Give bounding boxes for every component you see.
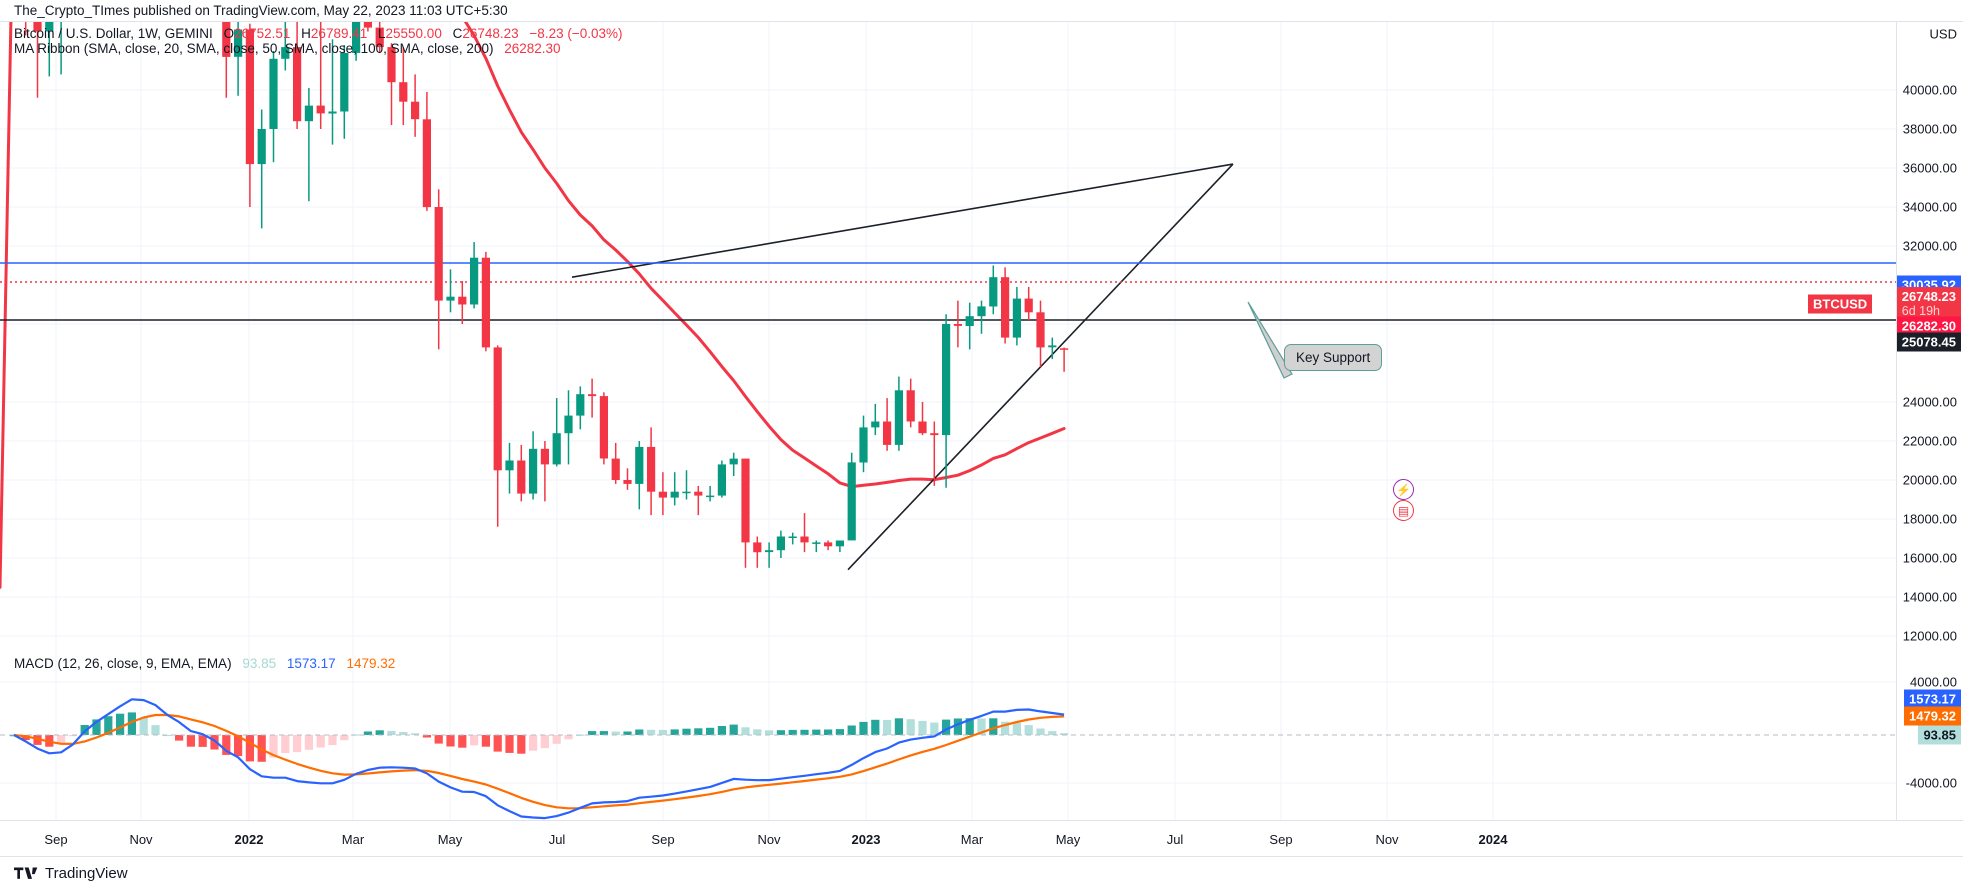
- key-support-callout[interactable]: Key Support: [1284, 344, 1383, 371]
- price-tick: 38000.00: [1902, 121, 1957, 137]
- ma-level-tag-value: 26282.30: [1901, 318, 1956, 334]
- macd-value-tag[interactable]: 1573.17: [1904, 689, 1961, 709]
- price-tick: 32000.00: [1902, 238, 1957, 254]
- publisher-text: The_Crypto_TImes published on TradingVie…: [14, 3, 508, 18]
- price-tick: 36000.00: [1902, 160, 1957, 176]
- time-tick-label: Mar: [960, 832, 984, 847]
- price-scale[interactable]: USD 40000.00 38000.00 36000.00 34000.00 3200…: [1896, 22, 1963, 820]
- macd-chart-canvas[interactable]: [0, 652, 1896, 820]
- time-tick-label: Nov: [1375, 832, 1399, 847]
- macd-value-tag[interactable]: 93.85: [1918, 725, 1961, 745]
- macd-value-tag[interactable]: 1479.32: [1904, 706, 1961, 726]
- time-tick-label: 2024: [1478, 832, 1508, 847]
- price-tick: 40000.00: [1902, 82, 1957, 98]
- tradingview-logo-text: TradingView: [45, 865, 128, 882]
- publisher-bar: The_Crypto_TImes published on TradingVie…: [0, 0, 1963, 22]
- macd-tick: -4000.00: [1905, 775, 1957, 791]
- price-tick: 18000.00: [1902, 511, 1957, 527]
- price-tick: 14000.00: [1902, 589, 1957, 605]
- price-tick: 34000.00: [1902, 199, 1957, 215]
- last-price-tag-value: 26748.23: [1901, 289, 1956, 304]
- time-tick-label: Mar: [341, 832, 365, 847]
- black-level-tag-value: 25078.45: [1901, 334, 1956, 350]
- time-tick-label: Nov: [129, 832, 153, 847]
- price-chart-pane[interactable]: [0, 22, 1896, 652]
- currency-label: USD: [1929, 26, 1957, 42]
- time-tick-label: Sep: [651, 832, 675, 847]
- last-price-tag[interactable]: 26748.23 6d 19h: [1896, 287, 1961, 321]
- time-tick-label: 2023: [851, 832, 881, 847]
- last-price-tag-countdown: 6d 19h: [1901, 304, 1940, 318]
- time-tick-label: May: [1055, 832, 1081, 847]
- time-tick-label: Sep: [44, 832, 68, 847]
- time-tick-label: Nov: [757, 832, 781, 847]
- price-tick: 12000.00: [1902, 628, 1957, 644]
- earnings-event-icon[interactable]: ⚡: [1393, 479, 1414, 500]
- key-support-label: Key Support: [1296, 350, 1371, 365]
- price-tick: 24000.00: [1902, 394, 1957, 410]
- tradingview-logo[interactable]: TradingView: [14, 865, 128, 882]
- price-chart-canvas[interactable]: [0, 22, 1896, 652]
- tradingview-logo-icon: [14, 867, 38, 879]
- price-tick: 16000.00: [1902, 550, 1957, 566]
- symbol-price-tag: BTCUSD: [1808, 294, 1873, 314]
- time-tick-label: 2022: [234, 832, 264, 847]
- time-scale[interactable]: Sep Nov 2022 Mar May Jul Sep Nov 2023 Mar May Jul Se…: [0, 820, 1963, 856]
- time-tick-label: May: [437, 832, 463, 847]
- black-level-tag[interactable]: 25078.45: [1896, 332, 1961, 352]
- price-tick: 22000.00: [1902, 433, 1957, 449]
- time-tick-label: Jul: [1166, 832, 1184, 847]
- macd-chart-pane[interactable]: [0, 652, 1896, 820]
- macd-tick: 4000.00: [1910, 674, 1957, 690]
- time-tick-label: Jul: [548, 832, 566, 847]
- price-tick: 20000.00: [1902, 472, 1957, 488]
- time-tick-label: Sep: [1269, 832, 1293, 847]
- us-economic-event-icon[interactable]: ▤: [1393, 500, 1414, 521]
- ma-level-tag[interactable]: 26282.30: [1896, 316, 1961, 336]
- footer-bar: TradingView: [0, 856, 1963, 891]
